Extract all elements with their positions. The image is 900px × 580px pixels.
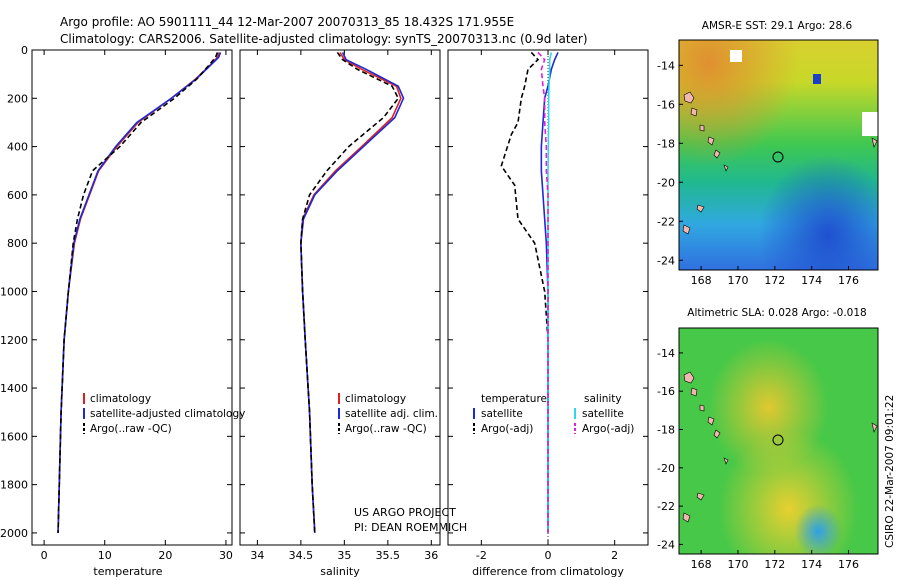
x-tick-label: 34: [250, 549, 264, 562]
legend-title-temperature: temperature: [481, 393, 547, 405]
y-tick-label: 1000: [0, 285, 28, 298]
header-line1: Argo profile: AO 5901111_44 12-Mar-2007 …: [60, 15, 514, 29]
lon-tick-label: 172: [764, 558, 785, 571]
lat-tick-label: -20: [657, 176, 675, 189]
header-line2: Climatology: CARS2006. Satellite-adjuste…: [60, 32, 588, 46]
salinity-axes-frame: [239, 49, 441, 546]
lat-tick-label: -24: [657, 538, 675, 551]
lon-tick-label: 170: [727, 274, 748, 287]
x-tick-label: 35.5: [376, 549, 401, 562]
series-line: [537, 51, 549, 533]
difference-legend: temperature salinity satellite Argo(-adj…: [473, 393, 634, 435]
x-tick-label: 34.5: [289, 549, 314, 562]
x-tick-label: 0: [41, 549, 48, 562]
legend-label-satellite: satellite-adjusted climatology: [90, 408, 245, 420]
temperature-xlabel: temperature: [93, 565, 162, 578]
argo-location-marker: [772, 434, 784, 446]
sst-map-frame: [678, 39, 879, 271]
sst-missing-data: [730, 50, 742, 62]
x-tick-label: 20: [158, 549, 172, 562]
sla-map-frame: [678, 327, 879, 555]
sst-map-title: AMSR-E SST: 29.1 Argo: 28.6: [702, 20, 853, 32]
lat-tick-label: -20: [657, 462, 675, 475]
salinity-panel: 34 34.5 35 35.5 36 salinity: [239, 49, 441, 578]
series-line: [57, 52, 219, 533]
y-tick-label: 800: [7, 237, 28, 250]
legend-label-argo: Argo(..raw -QC): [90, 423, 172, 435]
pi-annotation: PI: DEAN ROEMMICH: [354, 521, 467, 534]
sst-cold-pixel: [813, 74, 821, 84]
lon-tick-label: 168: [691, 274, 712, 287]
series-line: [500, 51, 549, 533]
series-line: [57, 52, 222, 533]
y-tick-label: 400: [7, 141, 28, 154]
lat-tick-label: -22: [657, 215, 675, 228]
y-tick-label: 200: [7, 92, 28, 105]
sst-cold-region: [679, 40, 878, 270]
legend-label-temp-satellite: satellite: [481, 408, 523, 420]
x-tick-label: 2: [611, 549, 618, 562]
legend-label-climatology: climatology: [345, 393, 406, 405]
project-annotation: US ARGO PROJECT: [354, 506, 456, 519]
x-tick-label: 35: [337, 549, 351, 562]
lat-tick-label: -16: [657, 385, 675, 398]
legend-label-temp-argo: Argo(-adj): [481, 423, 533, 435]
difference-panel: -2 0 2 difference from climatology: [447, 49, 649, 578]
temperature-panel: 0 10 20 30 0 200 400 600 800 1000 1200 1400 1600 1800…: [0, 44, 233, 578]
y-tick-label: 0: [21, 44, 28, 57]
lon-tick-label: 170: [727, 558, 748, 571]
legend-title-salinity: salinity: [584, 393, 622, 405]
y-tick-label: 1200: [0, 334, 28, 347]
series-line: [300, 52, 402, 533]
temperature-axes-frame: [31, 49, 233, 546]
lat-tick-label: -14: [657, 347, 675, 360]
salinity-xlabel: salinity: [320, 565, 360, 578]
lat-tick-label: -24: [657, 254, 675, 267]
series-line: [547, 52, 553, 533]
legend-label-climatology: climatology: [90, 393, 151, 405]
sst-missing-data: [862, 112, 878, 136]
series-line: [300, 51, 400, 533]
sla-map-title: Altimetric SLA: 0.028 Argo: -0.018: [687, 307, 866, 319]
x-tick-label: 36: [424, 549, 438, 562]
sst-map: AMSR-E SST: 29.1 Argo: 28.6 168 170 172 174…: [657, 20, 879, 287]
lon-tick-label: 174: [801, 274, 822, 287]
lat-tick-label: -22: [657, 500, 675, 513]
coastline: [682, 371, 878, 523]
lon-tick-label: 176: [838, 558, 859, 571]
y-tick-label: 600: [7, 189, 28, 202]
lat-tick-label: -18: [657, 424, 675, 437]
legend-label-argo: Argo(..raw -QC): [345, 423, 427, 435]
x-tick-label: 30: [219, 549, 233, 562]
sla-map: Altimetric SLA: 0.028 Argo: -0.018 168 17…: [657, 307, 879, 571]
series-line: [300, 52, 405, 533]
coastline: [682, 91, 878, 235]
legend-label-satellite: satellite adj. clim.: [345, 408, 438, 420]
lon-tick-label: 168: [691, 558, 712, 571]
y-tick-label: 1600: [0, 430, 28, 443]
x-tick-label: 10: [98, 549, 112, 562]
side-timestamp: CSIRO 22-Mar-2007 09:01:22: [884, 395, 896, 548]
x-tick-label: -2: [476, 549, 487, 562]
lon-tick-label: 176: [838, 274, 859, 287]
salinity-legend: climatology satellite adj. clim. Argo(..…: [338, 393, 438, 435]
lat-tick-label: -18: [657, 137, 675, 150]
lat-tick-label: -14: [657, 59, 675, 72]
lon-tick-label: 174: [801, 558, 822, 571]
y-tick-label: 1400: [0, 382, 28, 395]
series-line: [540, 52, 559, 533]
legend-label-sal-argo: Argo(-adj): [582, 423, 634, 435]
lat-tick-label: -16: [657, 98, 675, 111]
y-tick-label: 1800: [0, 479, 28, 492]
temperature-legend: climatology satellite-adjusted climatolo…: [83, 393, 245, 435]
x-tick-label: 0: [545, 549, 552, 562]
y-tick-label: 2000: [0, 527, 28, 540]
lon-tick-label: 172: [764, 274, 785, 287]
argo-location-marker: [772, 151, 784, 163]
sla-low-region: [679, 328, 878, 554]
legend-label-sal-satellite: satellite: [582, 408, 624, 420]
difference-xlabel: difference from climatology: [472, 565, 624, 578]
